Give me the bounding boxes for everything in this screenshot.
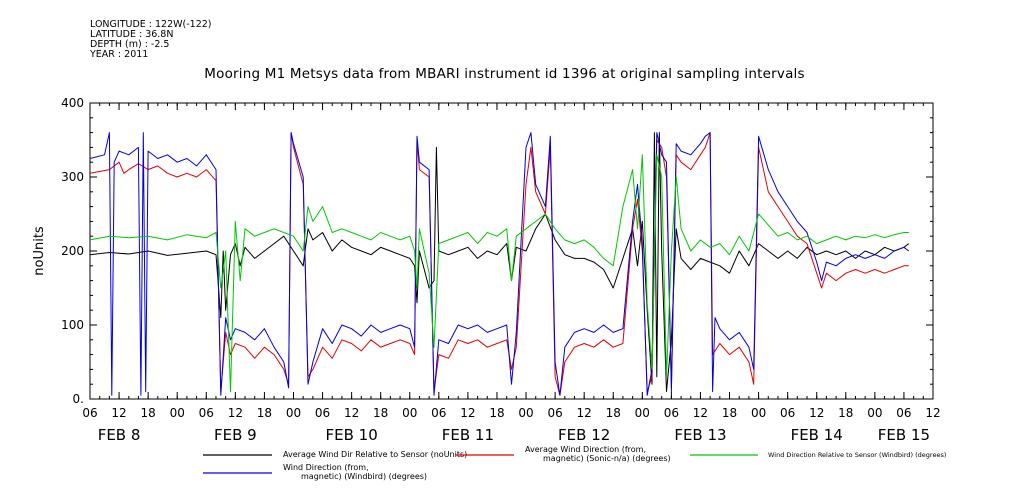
x-tick-label: 12	[693, 406, 708, 420]
x-tick-label: 18	[838, 406, 853, 420]
y-tick-label: 200	[61, 244, 84, 258]
x-tick-label: 18	[257, 406, 272, 420]
x-day-label: FEB 15	[878, 426, 930, 444]
legend-label-line: Average Wind Direction (from,	[525, 445, 646, 454]
x-tick-label: 12	[111, 406, 126, 420]
x-tick-label: 12	[809, 406, 824, 420]
y-tick-label: 100	[61, 318, 84, 332]
metadata-block: LONGITUDE : 122W(-122) LATITUDE : 36.8N …	[90, 20, 212, 60]
x-tick-label: 12	[925, 406, 940, 420]
x-tick-label: 00	[286, 406, 301, 420]
x-tick-label: 06	[315, 406, 330, 420]
series-line-red	[89, 132, 909, 396]
y-tick-label: 400	[61, 96, 84, 110]
x-day-label: FEB 12	[558, 426, 610, 444]
x-tick-label: 06	[896, 406, 911, 420]
x-day-label: FEB 13	[674, 426, 726, 444]
x-tick-label: 06	[199, 406, 214, 420]
plot-area	[89, 102, 934, 400]
legend-label-black: Average Wind Dir Relative to Sensor (noU…	[283, 450, 467, 459]
legend-label-line: magnetic) (Windbird) (degrees)	[301, 472, 427, 481]
legend-label-line: Wind Direction (from,	[283, 463, 369, 472]
x-tick-label: 18	[140, 406, 155, 420]
x-day-label: FEB 11	[442, 426, 494, 444]
x-day-label: FEB 10	[325, 426, 377, 444]
x-tick-label: 06	[664, 406, 679, 420]
x-tick-label: 06	[82, 406, 97, 420]
x-tick-label: 00	[402, 406, 417, 420]
series-line-green	[89, 154, 909, 393]
x-tick-label: 18	[489, 406, 504, 420]
legend-label-line: magnetic) (Sonic-n/a) (degrees)	[543, 454, 671, 463]
y-axis-label: noUnits	[32, 226, 47, 276]
x-tick-label: 06	[431, 406, 446, 420]
x-tick-label: 06	[547, 406, 562, 420]
x-tick-label: 12	[460, 406, 475, 420]
x-day-label: FEB 9	[214, 426, 257, 444]
legend-label-blue: Wind Direction (from, magnetic) (Windbird…	[283, 463, 427, 481]
year-label: YEAR : 2011	[90, 49, 149, 60]
latitude-label: LATITUDE : 36.8N	[90, 29, 174, 40]
x-tick-label: 00	[867, 406, 882, 420]
x-tick-label: 00	[635, 406, 650, 420]
x-tick-label: 00	[751, 406, 766, 420]
x-tick-label: 18	[606, 406, 621, 420]
x-tick-label: 18	[373, 406, 388, 420]
chart-title: Mooring M1 Metsys data from MBARI instru…	[204, 66, 805, 82]
x-day-label: FEB 14	[791, 426, 843, 444]
series-line-black	[89, 132, 910, 393]
x-tick-label: 12	[344, 406, 359, 420]
series-line-blue	[89, 132, 910, 396]
legend-label-green: Wind Direction Relative to Sensor (Windb…	[768, 451, 946, 459]
longitude-label: LONGITUDE : 122W(-122)	[90, 19, 212, 30]
x-tick-label: 00	[518, 406, 533, 420]
y-tick-label: 0.	[73, 392, 84, 406]
x-tick-label: 18	[722, 406, 737, 420]
depth-label: DEPTH (m) : -2.5	[90, 39, 170, 50]
x-tick-label: 00	[170, 406, 185, 420]
x-day-label: FEB 8	[98, 426, 141, 444]
y-tick-label: 300	[61, 170, 84, 184]
legend-label-red: Average Wind Direction (from, magnetic) (…	[525, 445, 671, 463]
x-tick-label: 06	[780, 406, 795, 420]
x-tick-label: 12	[577, 406, 592, 420]
x-tick-label: 12	[228, 406, 243, 420]
